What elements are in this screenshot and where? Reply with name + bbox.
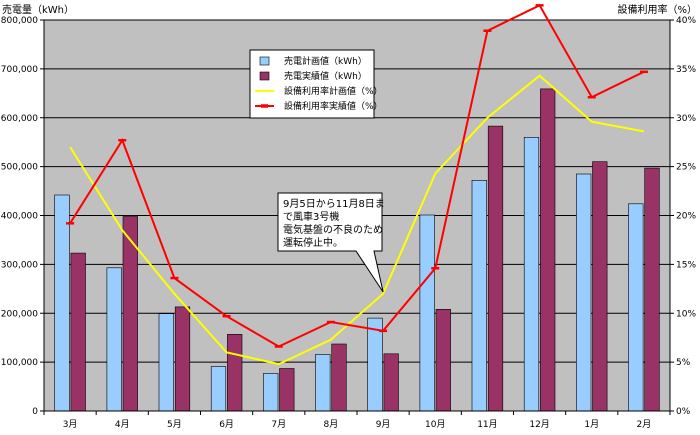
x-tick-label: 5月	[167, 419, 182, 430]
callout-box	[277, 192, 384, 293]
y-left-tick-label: 100,000	[1, 358, 38, 368]
y-right-tick-label: 40%	[676, 16, 696, 26]
callout-text-line: 運転停止中。	[283, 236, 343, 249]
callout-text-line: 電気基盤の不良のため	[283, 223, 383, 236]
y-left-tick-label: 300,000	[1, 260, 38, 270]
bar-actual	[174, 306, 191, 412]
legend-label: 売電計画値（kWh）	[284, 55, 367, 67]
x-tick-label: 7月	[271, 419, 286, 430]
x-tick-label: 12月	[529, 419, 549, 430]
bar-plan	[419, 214, 435, 412]
y-left-tick-label: 600,000	[1, 114, 38, 124]
line-actual	[69, 3, 645, 348]
legend-label: 設備利用率実績値（%）	[284, 100, 383, 112]
bar-actual	[487, 125, 504, 412]
x-tick-label: 11月	[477, 419, 497, 430]
x-tick-label: 9月	[376, 419, 391, 430]
legend-label: 設備利用率計画値（%）	[284, 85, 383, 97]
y-left-tick-label: 500,000	[1, 163, 38, 173]
bar-plan	[523, 137, 540, 412]
x-tick-label: 6月	[219, 419, 234, 430]
y-right-tick-label: 0%	[676, 407, 691, 417]
x-tick-label: 1月	[584, 419, 599, 430]
legend-swatch	[259, 71, 270, 81]
bar-plan	[576, 173, 592, 412]
y-right-tick-label: 30%	[676, 114, 696, 124]
y-left-tick-label: 200,000	[1, 309, 38, 319]
x-tick-label: 3月	[63, 419, 78, 430]
y-left-tick-label: 800,000	[1, 16, 38, 26]
y-right-tick-label: 15%	[676, 260, 696, 270]
x-tick-label: 4月	[115, 419, 130, 430]
legend-label: 売電実績値（kWh）	[284, 70, 367, 82]
y-right-tick-label: 20%	[676, 212, 696, 222]
y-right-tick-label: 35%	[676, 65, 696, 75]
bar-actual	[540, 88, 556, 412]
callout-text-line: で風車3号機	[283, 210, 339, 223]
y-right-axis-title: 設備利用率（%）	[617, 3, 697, 16]
bar-plan	[263, 373, 279, 412]
callout-text-line: 9月5日から11月8日ま	[283, 198, 385, 210]
legend-swatch	[259, 56, 270, 66]
axes: 0 100,000 200,000 300,000 400,000 500,000 600,…	[1, 16, 697, 430]
bar-plan	[210, 366, 227, 412]
y-left-tick-label: 400,000	[1, 212, 38, 222]
bar-plan	[628, 203, 644, 412]
bar-plan	[471, 180, 487, 412]
x-tick-label: 2月	[637, 419, 652, 430]
y-right-tick-label: 10%	[676, 309, 696, 319]
y-left-axis-title: 売電量（kWh）	[2, 3, 74, 16]
bar-actual	[279, 368, 295, 412]
bars	[54, 88, 660, 412]
y-right-tick-label: 25%	[676, 163, 696, 173]
x-tick-label: 8月	[324, 419, 339, 430]
bar-actual	[227, 333, 243, 412]
bar-actual	[331, 343, 347, 412]
bar-actual	[592, 161, 608, 412]
bar-plan	[106, 267, 122, 412]
y-left-tick-label: 0	[32, 407, 38, 417]
bar-plan	[315, 353, 331, 412]
bar-plan	[158, 313, 174, 412]
legend: 売電計画値（kWh） 売電実績値（kWh） 設備利用率計画値（%） 設備利用率実績値（…	[249, 49, 383, 119]
y-left-tick-label: 700,000	[1, 65, 38, 75]
x-tick-label: 10月	[425, 419, 445, 430]
line-plan	[69, 74, 645, 366]
bar-actual	[435, 308, 451, 412]
y-right-tick-label: 5%	[676, 358, 691, 368]
lines	[66, 3, 648, 366]
bar-actual	[383, 353, 399, 412]
bar-plan	[54, 194, 70, 412]
bar-actual	[70, 252, 86, 412]
bar-actual	[644, 167, 660, 412]
